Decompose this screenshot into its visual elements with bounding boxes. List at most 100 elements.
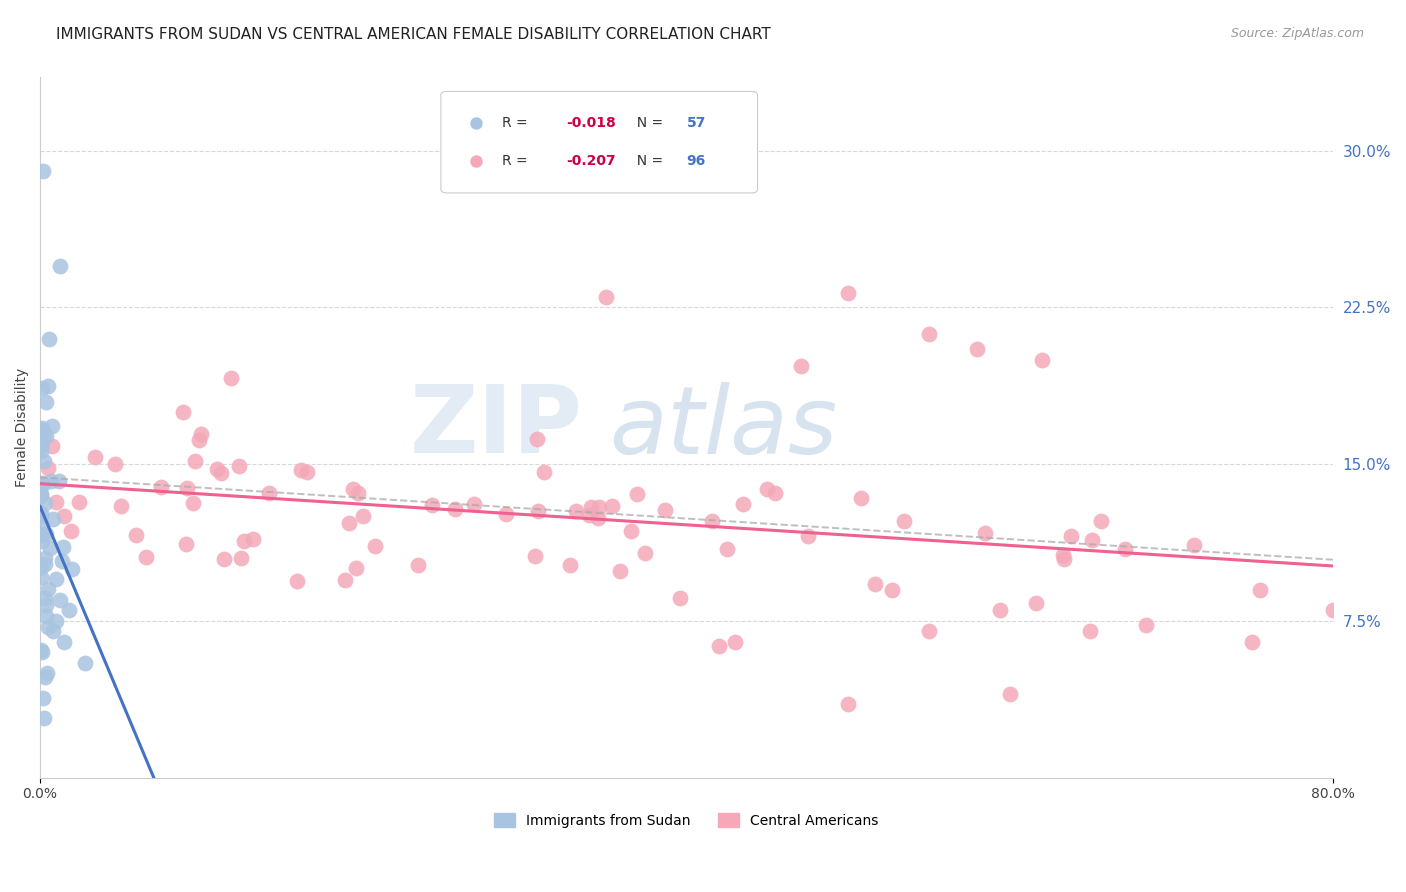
- Point: [1114, 541, 1136, 556]
- Point: [172, 405, 194, 419]
- Text: 96: 96: [686, 154, 706, 169]
- Point: [37, 378, 59, 392]
- Point: [463, 497, 485, 511]
- Text: N =: N =: [628, 116, 668, 130]
- Point: [59, 524, 82, 538]
- Point: [183, 496, 205, 510]
- Point: [595, 290, 617, 304]
- Point: [998, 687, 1021, 701]
- Point: [30, 490, 52, 504]
- Point: [578, 508, 600, 522]
- Point: [41, 439, 63, 453]
- Point: [41, 419, 63, 434]
- Point: [31, 421, 53, 435]
- Point: [716, 541, 738, 556]
- Point: [789, 359, 811, 373]
- Point: [1052, 548, 1074, 562]
- Point: [30, 487, 52, 501]
- Point: [45, 572, 67, 586]
- Point: [45, 494, 67, 508]
- Point: [1081, 533, 1104, 548]
- Point: [333, 574, 356, 588]
- Point: [35, 608, 58, 623]
- FancyBboxPatch shape: [441, 92, 758, 193]
- Point: [558, 558, 581, 572]
- Point: [1249, 583, 1271, 598]
- Point: [30, 444, 52, 458]
- Point: [45, 614, 67, 628]
- Point: [918, 327, 941, 342]
- Point: [184, 454, 207, 468]
- Point: [104, 457, 127, 471]
- Point: [1031, 352, 1053, 367]
- Point: [30, 423, 52, 437]
- Point: [35, 598, 58, 612]
- Point: [31, 533, 53, 548]
- Point: [219, 370, 242, 384]
- Point: [176, 537, 198, 551]
- Point: [75, 656, 97, 670]
- Point: [654, 503, 676, 517]
- Point: [1135, 618, 1157, 632]
- Point: [588, 500, 610, 514]
- Point: [1182, 538, 1205, 552]
- Text: -0.018: -0.018: [567, 116, 616, 130]
- Point: [58, 603, 80, 617]
- Point: [42, 624, 65, 639]
- Point: [30, 438, 52, 452]
- Point: [30, 506, 52, 520]
- Point: [37, 582, 59, 597]
- Text: 57: 57: [686, 116, 706, 130]
- Point: [34, 591, 56, 605]
- Point: [35, 527, 58, 541]
- Point: [634, 546, 657, 560]
- Point: [1322, 603, 1344, 617]
- Point: [229, 551, 252, 566]
- Point: [1080, 624, 1102, 639]
- Point: [35, 429, 58, 443]
- Point: [880, 583, 903, 598]
- Point: [669, 591, 692, 605]
- Point: [344, 561, 367, 575]
- Point: [32, 425, 55, 440]
- Legend: Immigrants from Sudan, Central Americans: Immigrants from Sudan, Central Americans: [489, 807, 884, 834]
- Point: [346, 485, 368, 500]
- Point: [62, 561, 84, 575]
- Point: [42, 512, 65, 526]
- Point: [35, 395, 58, 409]
- Point: [620, 524, 643, 538]
- Text: ZIP: ZIP: [411, 382, 583, 474]
- Point: [527, 504, 550, 518]
- Point: [67, 495, 90, 509]
- Point: [893, 514, 915, 528]
- Point: [32, 454, 55, 468]
- Point: [724, 634, 747, 648]
- Point: [565, 504, 588, 518]
- Point: [524, 549, 547, 563]
- Point: [34, 551, 56, 566]
- Point: [352, 508, 374, 523]
- Point: [125, 528, 148, 542]
- Point: [39, 541, 62, 555]
- Point: [406, 558, 429, 573]
- Point: [257, 485, 280, 500]
- Point: [212, 552, 235, 566]
- Text: IMMIGRANTS FROM SUDAN VS CENTRAL AMERICAN FEMALE DISABILITY CORRELATION CHART: IMMIGRANTS FROM SUDAN VS CENTRAL AMERICA…: [56, 27, 770, 42]
- Point: [707, 639, 730, 653]
- Point: [48, 593, 70, 607]
- Point: [205, 462, 228, 476]
- Point: [233, 534, 256, 549]
- Point: [966, 342, 988, 356]
- Point: [364, 539, 387, 553]
- Point: [39, 475, 62, 489]
- Point: [1060, 529, 1083, 543]
- Point: [586, 511, 609, 525]
- Point: [990, 603, 1012, 617]
- Point: [495, 507, 517, 521]
- Point: [30, 508, 52, 523]
- Point: [763, 486, 786, 500]
- Point: [228, 458, 250, 473]
- Point: [176, 481, 198, 495]
- Point: [731, 497, 754, 511]
- Point: [1052, 552, 1074, 566]
